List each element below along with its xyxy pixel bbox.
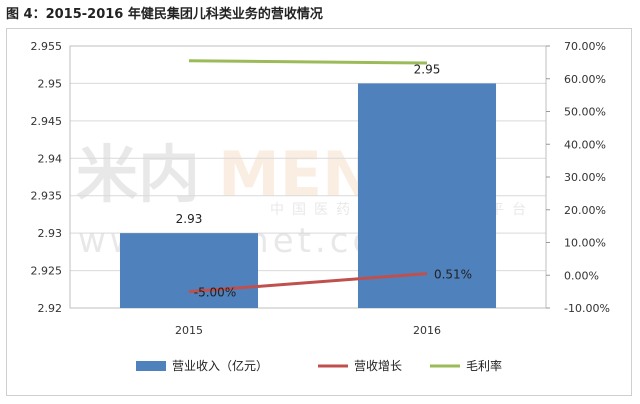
left-tick-label: 2.95 bbox=[38, 77, 63, 90]
margin-line bbox=[188, 59, 428, 65]
growth-line bbox=[188, 272, 428, 294]
right-tick-label: 40.00% bbox=[564, 138, 606, 151]
legend-label: 营收增长 bbox=[354, 359, 402, 373]
right-axis-ticks: -10.00% 0.00% 10.00% 20.00% 30.00% 40.00% 50.0… bbox=[546, 40, 610, 315]
bar-data-label: 2.93 bbox=[176, 212, 203, 226]
right-tick-label: 0.00% bbox=[564, 269, 599, 282]
watermark-logo-left: 米内 bbox=[76, 138, 200, 211]
bar bbox=[357, 83, 497, 308]
legend-label: 营业收入（亿元） bbox=[172, 358, 268, 373]
x-axis-ticks: 2015 2016 bbox=[175, 324, 441, 337]
right-tick-label: 20.00% bbox=[564, 204, 606, 217]
x-tick-label: 2015 bbox=[175, 324, 203, 337]
data-labels: 2.93 2.95 -5.00% 0.51% bbox=[176, 62, 472, 299]
left-tick-label: 2.935 bbox=[31, 190, 63, 203]
left-tick-label: 2.925 bbox=[31, 265, 63, 278]
legend-label: 毛利率 bbox=[466, 358, 502, 373]
bar-series bbox=[119, 83, 497, 308]
left-tick-label: 2.94 bbox=[38, 152, 63, 165]
right-tick-label: 70.00% bbox=[564, 40, 606, 53]
right-tick-label: 10.00% bbox=[564, 237, 606, 250]
right-tick-label: 60.00% bbox=[564, 73, 606, 86]
bar bbox=[119, 233, 259, 308]
legend: 营业收入（亿元） 营收增长 毛利率 bbox=[136, 358, 502, 373]
legend-swatch bbox=[136, 361, 166, 371]
growth-data-label: 0.51% bbox=[434, 268, 472, 282]
right-tick-label: 50.00% bbox=[564, 106, 606, 119]
x-tick-label: 2016 bbox=[413, 324, 441, 337]
left-tick-label: 2.945 bbox=[31, 115, 63, 128]
chart-frame bbox=[6, 28, 632, 396]
line-series bbox=[188, 59, 428, 294]
left-tick-label: 2.93 bbox=[38, 227, 63, 240]
left-tick-label: 2.955 bbox=[31, 40, 63, 53]
left-axis-ticks: 2.92 2.925 2.93 2.935 2.94 2.945 2.95 2.955 bbox=[31, 40, 63, 315]
left-tick-label: 2.92 bbox=[38, 302, 63, 315]
right-tick-label: 30.00% bbox=[564, 171, 606, 184]
bar-data-label: 2.95 bbox=[414, 62, 441, 76]
right-tick-label: -10.00% bbox=[564, 302, 610, 315]
growth-data-label: -5.00% bbox=[194, 286, 236, 300]
chart-title: 图 4：2015-2016 年健民集团儿科类业务的营收情况 bbox=[6, 7, 323, 22]
